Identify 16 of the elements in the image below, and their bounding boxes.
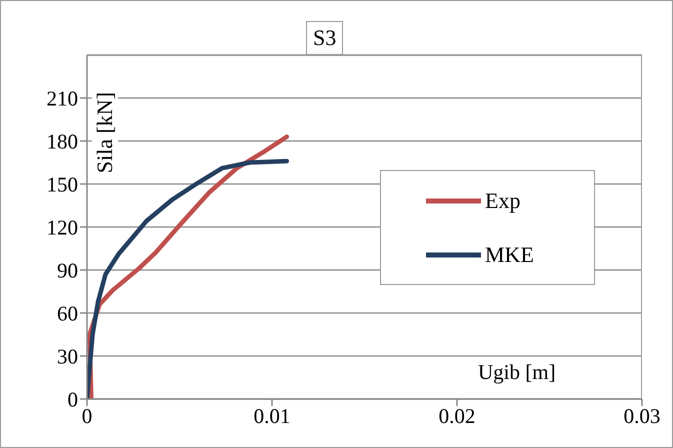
x-tick-label: 0.01 [254,404,290,428]
y-axis-title: Sila [kN] [92,90,118,176]
legend-label: Exp [485,188,520,214]
y-tick-label: 0 [68,387,78,412]
y-tick-label: 210 [46,86,78,110]
y-tick-label: 150 [46,172,78,196]
y-tick-label: 180 [46,129,78,154]
x-axis-title: Ugib [m] [478,360,556,385]
y-tick-label: 60 [57,301,78,326]
x-tick-label: 0.03 [624,404,660,428]
chart-title: S3 [306,21,344,55]
y-tick-label: 120 [46,215,78,240]
x-tick-label: 0.02 [438,404,476,428]
y-tick-label: 30 [57,344,78,368]
y-tick-label: 90 [57,258,78,282]
legend-label: MKE [485,242,534,268]
